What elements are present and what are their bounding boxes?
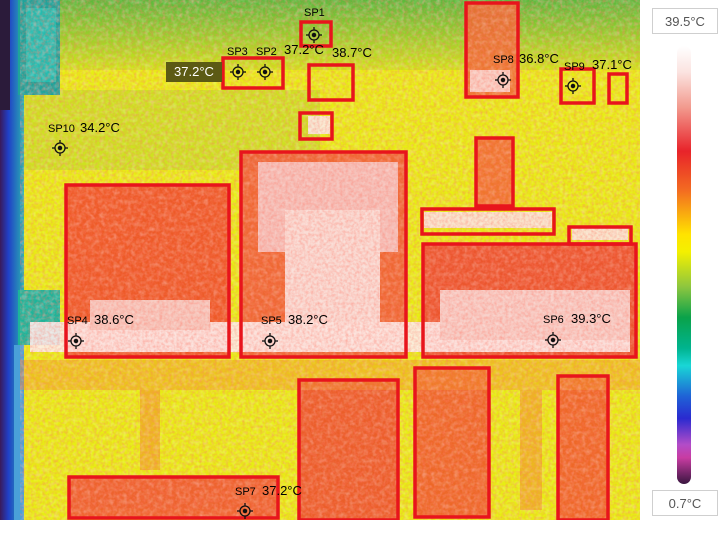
box-mid-column: [474, 136, 515, 208]
spot-name-sp5: SP5: [261, 315, 282, 327]
spot-temp-sp1b: 38.7°C: [332, 45, 372, 60]
spot-marker-sp3: [230, 64, 246, 80]
spot-temp-sp4: 38.6°C: [94, 312, 134, 327]
spot-name-sp2: SP2: [256, 46, 277, 58]
spot-name-sp9: SP9: [564, 61, 585, 73]
box-lower-a: [297, 378, 400, 520]
spot-name-sp8: SP8: [493, 54, 514, 66]
box-sp6: [421, 242, 638, 359]
spot-marker-sp10: [52, 140, 68, 156]
detection-boxes: [64, 1, 638, 520]
spot-name-sp3: SP3: [227, 46, 248, 58]
box-sp9: [559, 67, 596, 105]
spot-marker-sp4: [68, 333, 84, 349]
spot-marker-sp2: [257, 64, 273, 80]
box-lower-c: [556, 374, 610, 520]
box-small-hot: [298, 111, 334, 141]
scale-min-label: 0.7°C: [652, 490, 718, 516]
spot-temp-sp2: 37.2°C: [284, 42, 324, 57]
color-scale-bar: [677, 46, 691, 484]
spot-marker-sp7: [237, 503, 253, 519]
spot-name-sp4: SP4: [67, 315, 88, 327]
spot-name-sp7: SP7: [235, 486, 256, 498]
spot-temp-sp6: 39.3°C: [571, 311, 611, 326]
box-sp5: [239, 150, 408, 359]
box-lower-b: [413, 366, 491, 519]
scale-max-label: 39.5°C: [652, 8, 718, 34]
box-sp2-sp3: [221, 56, 285, 90]
spot-marker-sp1: [306, 27, 322, 43]
box-strip-a: [420, 207, 556, 236]
box-sp1b: [307, 63, 355, 102]
spot-temp-sp7: 37.2°C: [262, 483, 302, 498]
box-sp7: [67, 475, 280, 520]
spot-name-sp1: SP1: [304, 7, 325, 19]
selected-temp-tag: 37.2°C: [166, 62, 222, 82]
spot-temp-sp10: 34.2°C: [80, 120, 120, 135]
spot-temp-sp5: 38.2°C: [288, 312, 328, 327]
spot-temp-sp9: 37.1°C: [592, 57, 632, 72]
spot-marker-sp5: [262, 333, 278, 349]
box-sp4: [64, 183, 231, 359]
spot-marker-sp8: [495, 72, 511, 88]
spot-name-sp10: SP10: [48, 123, 75, 135]
spot-name-sp6: SP6: [543, 314, 564, 326]
thermal-image: SP1 SP3 SP2 37.2°C 38.7°C SP8 36.8°C SP9…: [0, 0, 640, 520]
spot-temp-sp8: 36.8°C: [519, 51, 559, 66]
spot-marker-sp9: [565, 78, 581, 94]
box-sp9b: [607, 72, 629, 105]
spot-marker-sp6: [545, 332, 561, 348]
box-sp8: [464, 1, 520, 99]
box-sp1: [299, 20, 333, 48]
